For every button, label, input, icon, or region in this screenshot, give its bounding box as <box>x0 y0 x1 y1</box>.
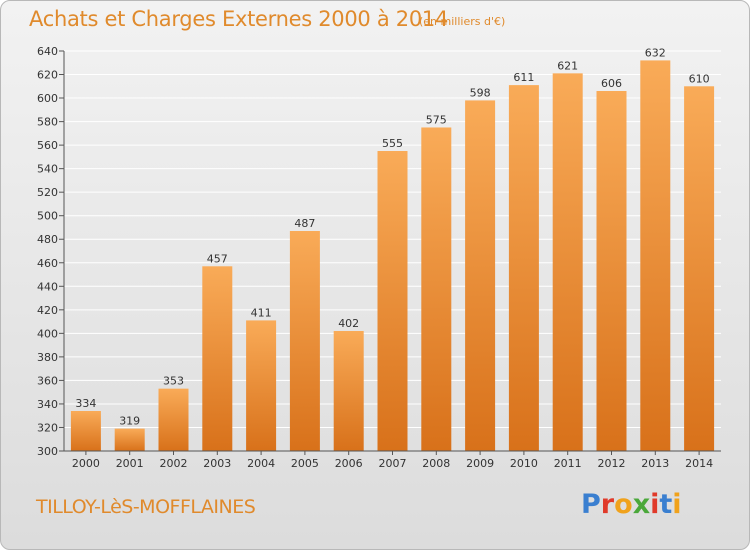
data-label: 555 <box>382 137 403 150</box>
y-tick-label: 500 <box>37 210 58 223</box>
logo-letter: x <box>632 489 651 520</box>
bar <box>70 411 101 451</box>
y-tick-label: 480 <box>37 233 58 246</box>
data-label: 610 <box>689 72 710 85</box>
x-tick-label: 2007 <box>379 457 407 470</box>
y-tick-label: 420 <box>37 304 58 317</box>
proxiti-logo[interactable]: Proxiti <box>581 489 682 520</box>
logo-letter: i <box>672 489 682 520</box>
bar <box>508 85 539 451</box>
bar <box>421 127 452 452</box>
x-tick-label: 2006 <box>335 457 363 470</box>
data-label: 487 <box>294 217 315 230</box>
x-tick-label: 2012 <box>598 457 626 470</box>
y-tick-label: 520 <box>37 186 58 199</box>
y-tick-label: 600 <box>37 92 58 105</box>
bar <box>289 231 320 451</box>
y-tick-label: 340 <box>37 398 58 411</box>
x-tick-label: 2014 <box>685 457 713 470</box>
logo-letter: r <box>600 489 615 520</box>
data-label: 457 <box>207 252 228 265</box>
bar <box>640 60 671 451</box>
x-tick-label: 2010 <box>510 457 538 470</box>
bar <box>246 320 277 451</box>
chart-title: Achats et Charges Externes 2000 à 2014 <box>29 7 449 31</box>
label-layer: 334 319 353 457 411 487 402 555 575 598 611 621 606 6… <box>75 46 709 427</box>
y-tick-label: 580 <box>37 116 58 129</box>
y-tick-label: 320 <box>37 421 58 434</box>
y-tick-label: 360 <box>37 374 58 387</box>
x-tick-label: 2011 <box>554 457 582 470</box>
x-tick-label: 2009 <box>466 457 494 470</box>
data-label: 598 <box>470 86 491 99</box>
city-name: TILLOY-LèS-MOFFLAINES <box>36 496 256 518</box>
y-tick-label: 300 <box>37 445 58 458</box>
logo-letter: o <box>614 489 633 520</box>
y-tick-label: 460 <box>37 257 58 270</box>
data-label: 575 <box>426 113 447 126</box>
y-tick-label: 380 <box>37 351 58 364</box>
bar <box>158 388 189 451</box>
y-tick-label: 400 <box>37 327 58 340</box>
x-tick-label: 2002 <box>160 457 188 470</box>
bar <box>114 428 145 451</box>
y-tick-label: 620 <box>37 69 58 82</box>
bar <box>333 331 364 451</box>
y-tick-label: 640 <box>37 45 58 58</box>
axis-layer: 300 320 340 360 380 400 420 440 460 480 500 520 540 5… <box>37 45 721 470</box>
logo-letter: P <box>581 489 601 520</box>
bar <box>465 100 496 451</box>
logo-letter: i <box>650 489 660 520</box>
data-label: 402 <box>338 317 359 330</box>
data-label: 611 <box>513 71 534 84</box>
x-tick-label: 2004 <box>247 457 275 470</box>
data-label: 353 <box>163 375 184 388</box>
data-label: 319 <box>119 415 140 428</box>
chart-unit: (en milliers d'€) <box>419 15 506 28</box>
logo-letter: t <box>659 489 673 520</box>
data-label: 621 <box>557 59 578 72</box>
bar-layer <box>70 60 715 452</box>
x-tick-label: 2008 <box>422 457 450 470</box>
x-tick-label: 2005 <box>291 457 319 470</box>
y-tick-label: 560 <box>37 139 58 152</box>
data-label: 411 <box>251 306 272 319</box>
y-tick-label: 440 <box>37 280 58 293</box>
x-tick-label: 2013 <box>641 457 669 470</box>
bar <box>596 91 627 451</box>
data-label: 334 <box>75 397 96 410</box>
data-label: 606 <box>601 77 622 90</box>
bar <box>202 266 233 451</box>
bar <box>552 73 583 452</box>
data-label: 632 <box>645 46 666 59</box>
bar <box>377 151 408 451</box>
y-tick-label: 540 <box>37 163 58 176</box>
bar <box>684 86 715 451</box>
x-tick-label: 2000 <box>72 457 100 470</box>
x-tick-label: 2003 <box>203 457 231 470</box>
x-tick-label: 2001 <box>116 457 144 470</box>
